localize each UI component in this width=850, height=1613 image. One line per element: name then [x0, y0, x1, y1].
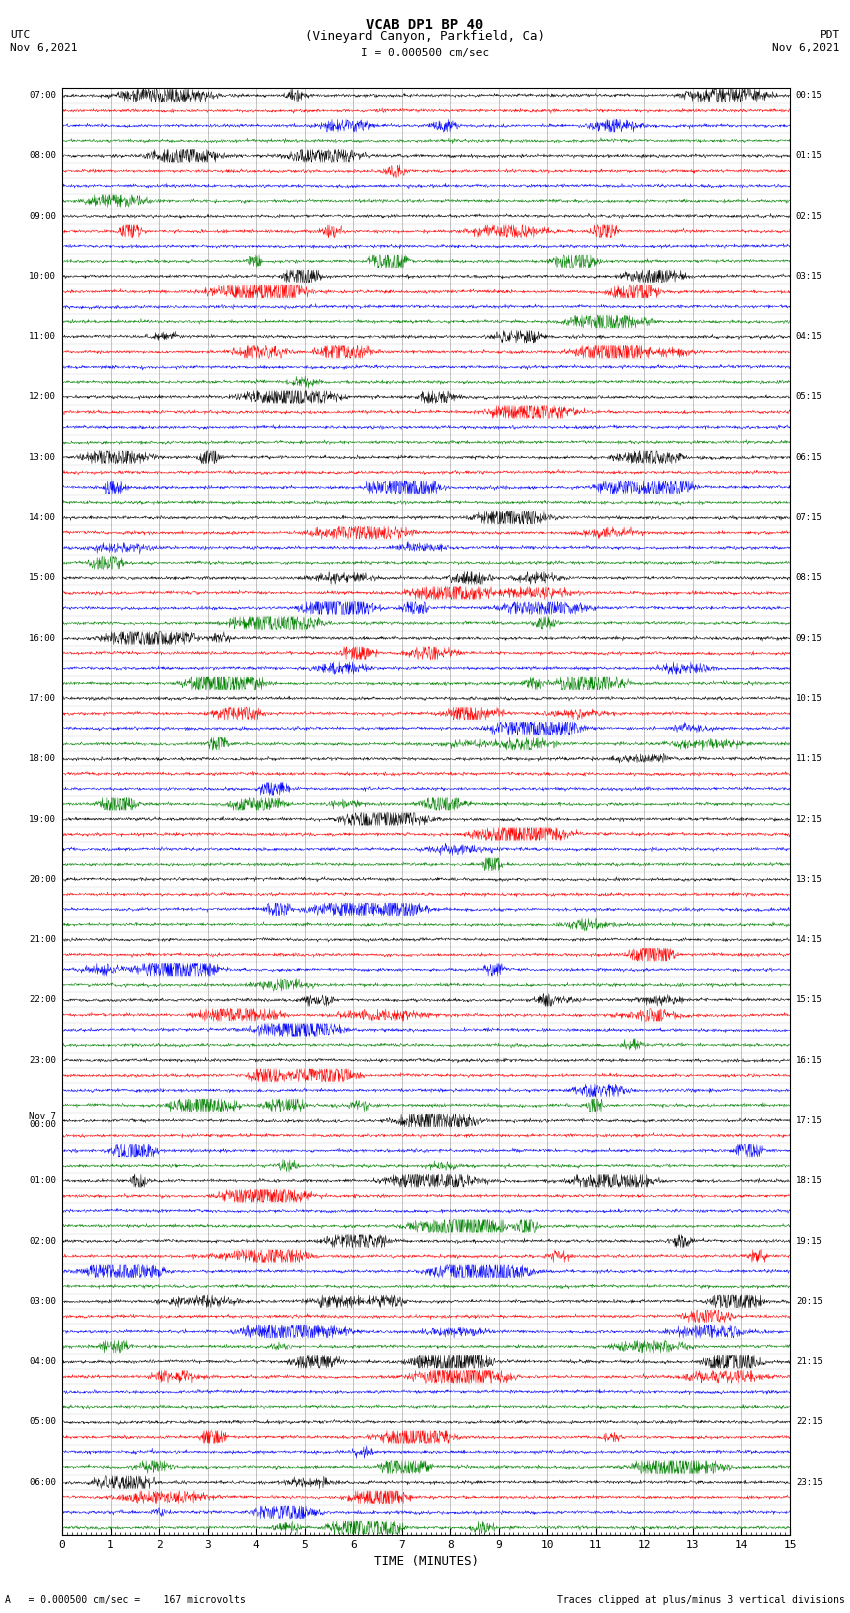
Text: 17:00: 17:00	[29, 694, 56, 703]
Text: 11:15: 11:15	[796, 755, 823, 763]
Text: 19:00: 19:00	[29, 815, 56, 824]
Text: 07:15: 07:15	[796, 513, 823, 523]
Text: 07:00: 07:00	[29, 90, 56, 100]
Text: 15:00: 15:00	[29, 573, 56, 582]
X-axis label: TIME (MINUTES): TIME (MINUTES)	[373, 1555, 479, 1568]
Text: 09:00: 09:00	[29, 211, 56, 221]
Text: 04:15: 04:15	[796, 332, 823, 342]
Text: (Vineyard Canyon, Parkfield, Ca): (Vineyard Canyon, Parkfield, Ca)	[305, 31, 545, 44]
Text: PDT: PDT	[819, 31, 840, 40]
Text: Nov 7
00:00: Nov 7 00:00	[29, 1111, 56, 1129]
Text: Nov 6,2021: Nov 6,2021	[773, 44, 840, 53]
Text: 05:00: 05:00	[29, 1418, 56, 1426]
Text: 21:15: 21:15	[796, 1357, 823, 1366]
Text: 06:15: 06:15	[796, 453, 823, 461]
Text: I = 0.000500 cm/sec: I = 0.000500 cm/sec	[361, 48, 489, 58]
Text: 03:00: 03:00	[29, 1297, 56, 1307]
Text: 15:15: 15:15	[796, 995, 823, 1005]
Text: 16:00: 16:00	[29, 634, 56, 642]
Text: 17:15: 17:15	[796, 1116, 823, 1124]
Text: 12:15: 12:15	[796, 815, 823, 824]
Text: 11:00: 11:00	[29, 332, 56, 342]
Text: 14:00: 14:00	[29, 513, 56, 523]
Text: 23:00: 23:00	[29, 1055, 56, 1065]
Text: 22:00: 22:00	[29, 995, 56, 1005]
Text: 09:15: 09:15	[796, 634, 823, 642]
Text: 04:00: 04:00	[29, 1357, 56, 1366]
Text: UTC: UTC	[10, 31, 31, 40]
Text: 12:00: 12:00	[29, 392, 56, 402]
Text: 22:15: 22:15	[796, 1418, 823, 1426]
Text: 02:00: 02:00	[29, 1237, 56, 1245]
Text: 03:15: 03:15	[796, 273, 823, 281]
Text: 10:15: 10:15	[796, 694, 823, 703]
Text: 20:15: 20:15	[796, 1297, 823, 1307]
Text: 18:15: 18:15	[796, 1176, 823, 1186]
Text: 13:00: 13:00	[29, 453, 56, 461]
Text: 08:00: 08:00	[29, 152, 56, 160]
Text: 16:15: 16:15	[796, 1055, 823, 1065]
Text: 01:00: 01:00	[29, 1176, 56, 1186]
Text: VCAB DP1 BP 40: VCAB DP1 BP 40	[366, 18, 484, 32]
Text: 02:15: 02:15	[796, 211, 823, 221]
Text: 20:00: 20:00	[29, 874, 56, 884]
Text: 00:15: 00:15	[796, 90, 823, 100]
Text: 05:15: 05:15	[796, 392, 823, 402]
Text: 14:15: 14:15	[796, 936, 823, 944]
Text: 19:15: 19:15	[796, 1237, 823, 1245]
Text: Traces clipped at plus/minus 3 vertical divisions: Traces clipped at plus/minus 3 vertical …	[557, 1595, 845, 1605]
Text: 01:15: 01:15	[796, 152, 823, 160]
Text: A   = 0.000500 cm/sec =    167 microvolts: A = 0.000500 cm/sec = 167 microvolts	[5, 1595, 246, 1605]
Text: 23:15: 23:15	[796, 1478, 823, 1487]
Text: Nov 6,2021: Nov 6,2021	[10, 44, 77, 53]
Text: 10:00: 10:00	[29, 273, 56, 281]
Text: 06:00: 06:00	[29, 1478, 56, 1487]
Text: 18:00: 18:00	[29, 755, 56, 763]
Text: 13:15: 13:15	[796, 874, 823, 884]
Text: 08:15: 08:15	[796, 573, 823, 582]
Text: 21:00: 21:00	[29, 936, 56, 944]
